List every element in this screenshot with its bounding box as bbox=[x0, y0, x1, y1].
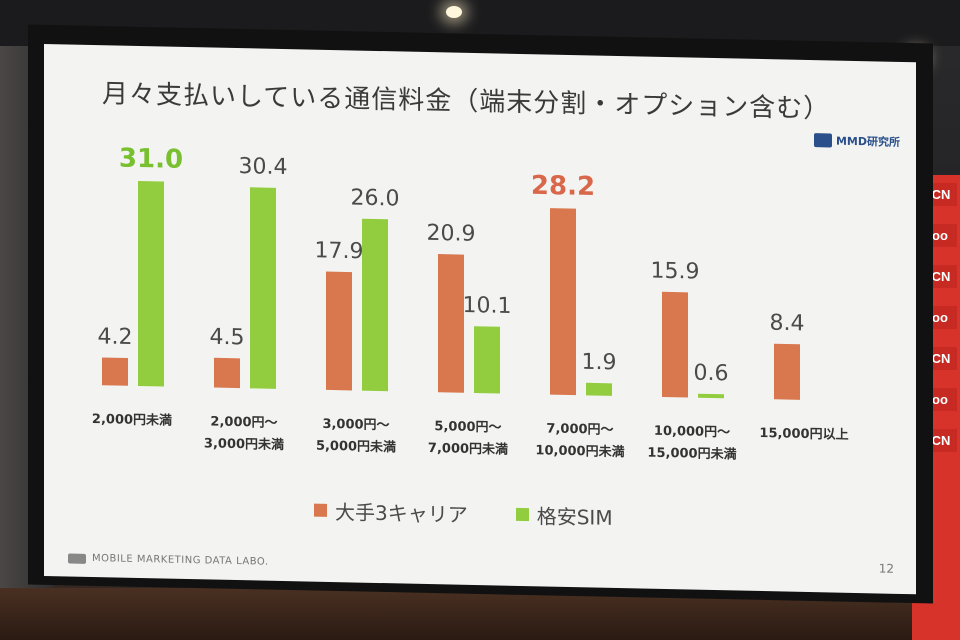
value-label-carrier: 8.4 bbox=[770, 311, 805, 337]
bar-carrier bbox=[662, 291, 688, 398]
mmd-footer-icon bbox=[68, 553, 86, 564]
value-label-mvno: 10.1 bbox=[463, 293, 512, 319]
value-label-carrier: 4.2 bbox=[98, 324, 133, 350]
bar-mvno bbox=[586, 382, 612, 396]
legend-swatch-carrier bbox=[314, 503, 327, 517]
bar-carrier bbox=[550, 208, 576, 396]
x-tick-label: 5,000円～ bbox=[434, 419, 501, 435]
bar-carrier bbox=[438, 254, 464, 393]
value-label-carrier: 4.5 bbox=[210, 325, 245, 351]
x-tick-label: 2,000円未満 bbox=[92, 411, 172, 429]
bar-mvno bbox=[474, 326, 500, 394]
bar-carrier bbox=[102, 357, 128, 386]
x-tick-label: 15,000円以上 bbox=[759, 426, 848, 443]
legend-label-mvno: 格安SIM bbox=[536, 504, 613, 530]
value-label-mvno: 31.0 bbox=[119, 144, 183, 175]
x-tick-label: 15,000円未満 bbox=[647, 445, 736, 463]
page-number: 12 bbox=[878, 561, 894, 576]
bar-mvno bbox=[138, 180, 164, 387]
bar-carrier bbox=[214, 357, 240, 389]
value-label-carrier: 20.9 bbox=[427, 221, 476, 247]
value-label-mvno: 30.4 bbox=[239, 154, 288, 180]
value-label-carrier: 17.9 bbox=[315, 238, 364, 264]
legend-swatch-mvno bbox=[515, 507, 529, 522]
footer-text: MOBILE MARKETING DATA LABO. bbox=[92, 553, 269, 568]
bar-mvno bbox=[250, 187, 276, 389]
bar-mvno bbox=[698, 393, 724, 399]
bar-carrier bbox=[326, 271, 352, 391]
footer-logo: MOBILE MARKETING DATA LABO. bbox=[68, 553, 269, 568]
x-tick-label: 10,000円～ bbox=[654, 424, 730, 441]
x-tick-label: 5,000円未満 bbox=[316, 438, 396, 456]
value-label-mvno: 1.9 bbox=[582, 350, 617, 376]
value-label-carrier: 28.2 bbox=[531, 171, 595, 202]
presentation-slide: 月々支払いしている通信料金（端末分割・オプション含む） MMD研究所 4.2 31… bbox=[44, 44, 916, 595]
chart-legend: 大手3キャリア 格安SIM bbox=[314, 496, 613, 531]
bar-mvno bbox=[362, 218, 388, 392]
value-label-carrier: 15.9 bbox=[651, 259, 700, 285]
bar-carrier bbox=[774, 343, 800, 400]
x-tick-label: 3,000円未満 bbox=[204, 435, 284, 453]
bar-chart: 4.2 31.0 2,000円未満 4.5 30.4 2,000円～ 3,000円未満 17.… bbox=[92, 144, 849, 463]
ceiling-lamp bbox=[446, 6, 462, 18]
legend-item-carrier: 大手3キャリア bbox=[314, 496, 468, 528]
x-tick-label: 10,000円未満 bbox=[535, 442, 624, 460]
x-tick-label: 3,000円～ bbox=[322, 417, 389, 433]
legend-label-carrier: 大手3キャリア bbox=[335, 500, 468, 527]
legend-item-mvno: 格安SIM bbox=[515, 500, 613, 531]
x-tick-label: 7,000円未満 bbox=[428, 440, 508, 458]
x-tick-label: 2,000円～ bbox=[210, 414, 277, 430]
x-tick-label: 7,000円～ bbox=[546, 422, 613, 438]
value-label-mvno: 0.6 bbox=[694, 361, 729, 387]
value-label-mvno: 26.0 bbox=[351, 185, 400, 211]
